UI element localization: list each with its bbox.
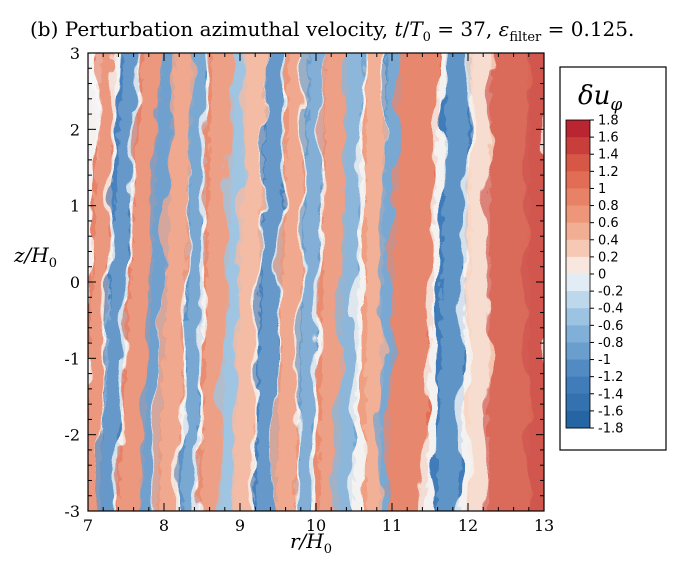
colorbar-label: 1.2 bbox=[598, 165, 619, 180]
colorbar-swatch bbox=[566, 171, 590, 189]
band-detail-11 bbox=[272, 53, 306, 511]
colorbar-swatch bbox=[566, 120, 590, 138]
colorbar-swatch bbox=[566, 325, 590, 343]
y-tick-label: 3 bbox=[70, 44, 80, 63]
colorbar-swatch bbox=[566, 342, 590, 361]
x-axis: 7 8 9 10 11 12 13 bbox=[83, 53, 554, 535]
y-tick-label: -1 bbox=[64, 349, 80, 368]
band-detail-12 bbox=[293, 53, 323, 511]
colorbar-swatch bbox=[566, 410, 590, 429]
band-detail-20 bbox=[485, 53, 531, 511]
y-tick-label: -2 bbox=[64, 426, 80, 445]
x-tick-label: 9 bbox=[235, 516, 245, 535]
x-tick-label: 7 bbox=[83, 516, 93, 535]
colorbar-label: 1.8 bbox=[598, 114, 619, 129]
colorbar-labels: 1.8 1.6 1.4 1.2 1 0.8 0.6 0.4 0.2 0 -0.2 -0.4 -0.6 -0… bbox=[590, 114, 623, 437]
colorbar-swatch bbox=[566, 239, 590, 258]
band-detail-1 bbox=[88, 53, 114, 511]
heatmap-field bbox=[88, 53, 544, 511]
colorbar-swatch bbox=[566, 274, 590, 292]
x-tick-label: 13 bbox=[534, 516, 554, 535]
x-tick-label: 10 bbox=[306, 516, 326, 535]
x-tick-label: 8 bbox=[159, 516, 169, 535]
colorbar-label: 0.4 bbox=[598, 233, 619, 248]
colorbar-label: -0.2 bbox=[598, 285, 623, 300]
band-detail-5 bbox=[155, 53, 192, 511]
y-tick-label: 2 bbox=[70, 120, 80, 139]
colorbar-label: -1 bbox=[598, 353, 611, 368]
y-axis: -3 -2 -1 0 1 2 3 bbox=[64, 44, 544, 521]
colorbar-label: -0.8 bbox=[598, 336, 623, 351]
colorbar-label: -1.6 bbox=[598, 404, 623, 419]
colorbar-label: 1.6 bbox=[598, 131, 619, 146]
band-detail-15 bbox=[363, 53, 383, 511]
colorbar-label: 0 bbox=[598, 268, 606, 283]
colorbar-swatch bbox=[566, 188, 590, 207]
x-axis-label: r/H0 bbox=[290, 529, 332, 557]
x-tick-label: 11 bbox=[382, 516, 402, 535]
band-detail-4 bbox=[138, 53, 175, 511]
y-tick-label: -3 bbox=[64, 502, 80, 521]
y-axis-label: z/H0 bbox=[13, 243, 57, 271]
colorbar-label: -1.2 bbox=[598, 370, 623, 385]
colorbar-swatch bbox=[566, 308, 590, 326]
colorbar-swatch bbox=[566, 359, 590, 378]
band-detail-9 bbox=[231, 53, 265, 511]
y-tick-label: 1 bbox=[70, 197, 80, 216]
colorbar-label: 0.8 bbox=[598, 199, 619, 214]
colorbar-swatch bbox=[566, 376, 590, 395]
colorbar-label: -0.6 bbox=[598, 319, 623, 334]
x-tick-label: 12 bbox=[458, 516, 478, 535]
colorbar-swatches bbox=[566, 120, 590, 429]
colorbar-label: 1.4 bbox=[598, 148, 619, 163]
colorbar-swatch bbox=[566, 154, 590, 172]
y-tick-label: 0 bbox=[70, 273, 80, 292]
colorbar-swatch bbox=[566, 222, 590, 241]
band-detail-2 bbox=[95, 53, 138, 511]
colorbar-label: 0.6 bbox=[598, 216, 619, 231]
band-detail-17 bbox=[385, 53, 437, 511]
colorbar-title: δuφ bbox=[578, 81, 622, 115]
colorbar-label: -1.4 bbox=[598, 387, 623, 402]
colorbar-legend: δuφ 1.8 1.6 1.4 1.2 1 0.8 0.6 0.4 0.2 0 -0.2 -0.4 -0… bbox=[559, 66, 667, 451]
colorbar-swatch bbox=[566, 291, 590, 309]
chart-title: (b) Perturbation azimuthal velocity, t/T… bbox=[30, 17, 634, 45]
band-detail-14 bbox=[335, 53, 362, 511]
band-detail-19 bbox=[466, 53, 489, 511]
band-detail-10 bbox=[253, 53, 284, 511]
colorbar-label: -0.4 bbox=[598, 302, 623, 317]
colorbar-label: 0.2 bbox=[598, 250, 619, 265]
colorbar-label: 1 bbox=[598, 182, 606, 197]
colorbar-label: -1.8 bbox=[598, 422, 623, 437]
band-detail-6 bbox=[179, 53, 206, 511]
colorbar-swatch bbox=[566, 205, 590, 224]
colorbar-swatch bbox=[566, 393, 590, 412]
band-detail-3 bbox=[115, 53, 163, 511]
band-detail-8 bbox=[217, 53, 247, 511]
colorbar-swatch bbox=[566, 256, 590, 275]
band-detail-18 bbox=[434, 53, 468, 511]
band-detail-21 bbox=[526, 53, 544, 511]
colorbar-swatch bbox=[566, 137, 590, 155]
